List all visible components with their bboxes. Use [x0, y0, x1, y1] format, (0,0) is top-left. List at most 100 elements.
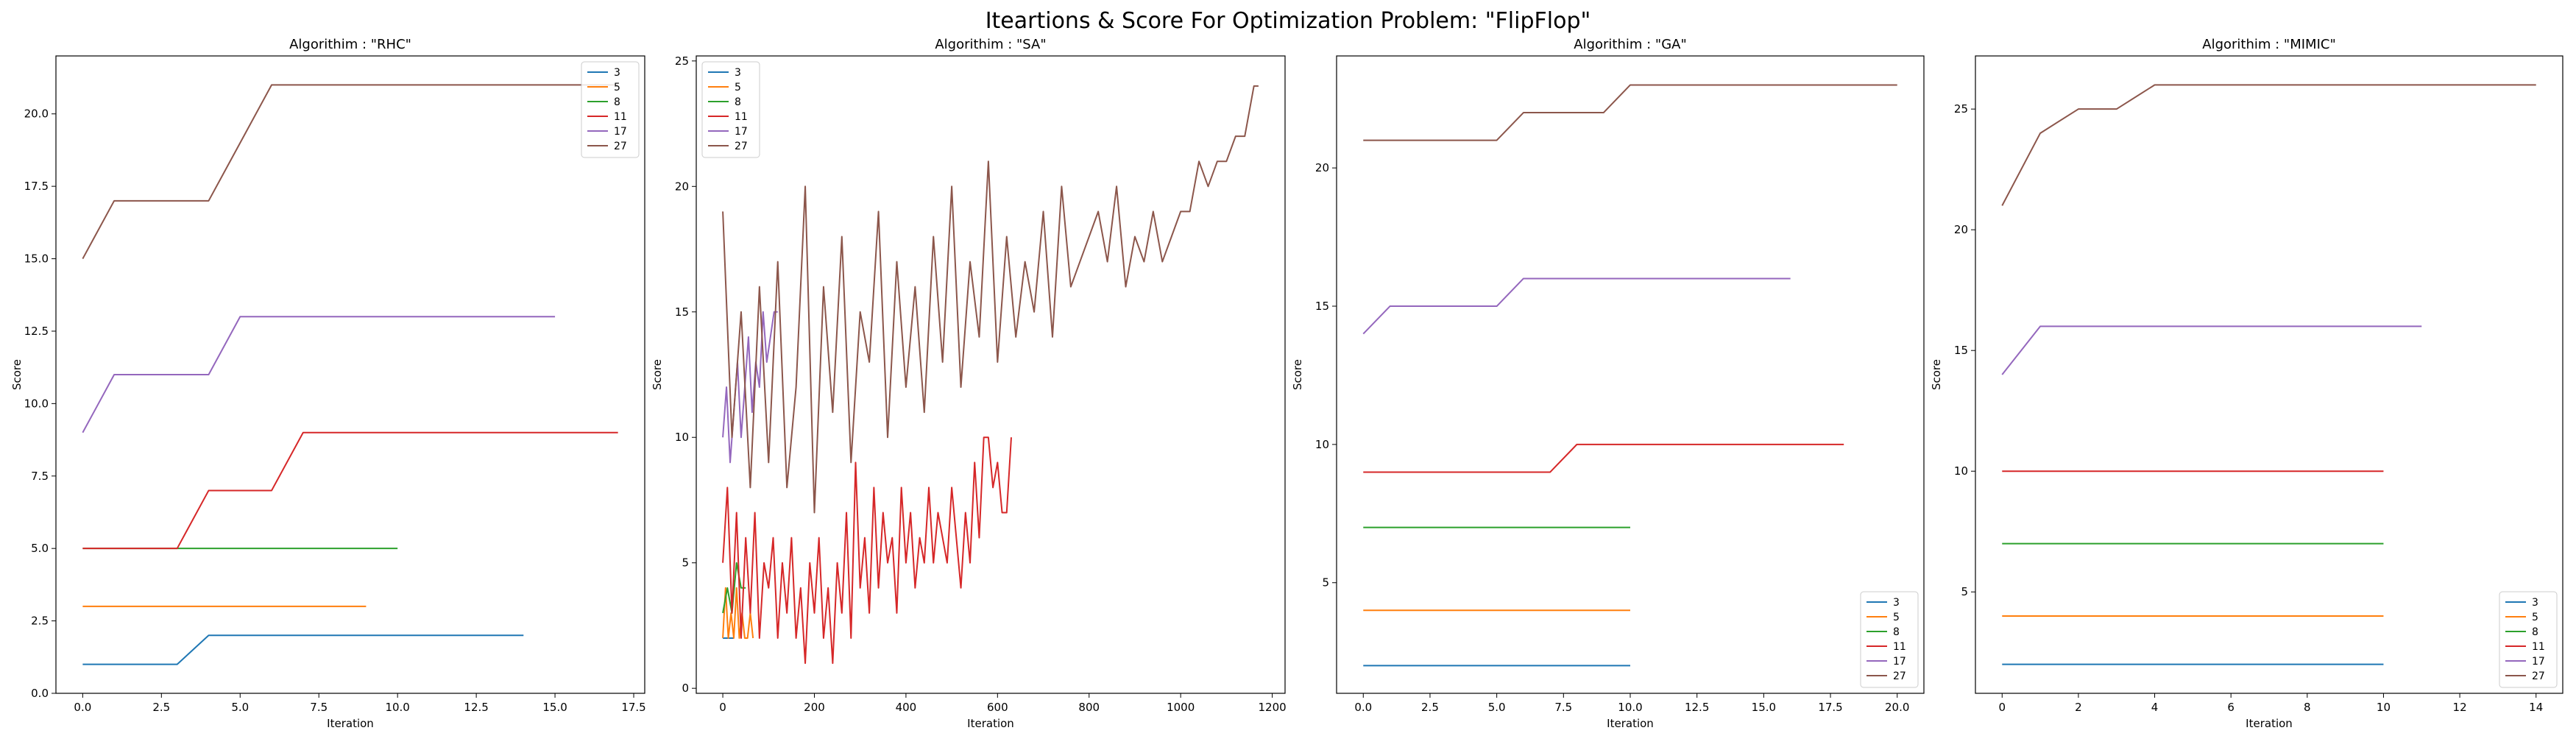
x-tick-label: 0 [1998, 701, 2006, 714]
y-tick-label: 0.0 [31, 687, 49, 700]
legend: 3 5 8 11 17 27 [2499, 591, 2558, 688]
y-tick-label: 12.5 [24, 325, 49, 338]
y-tick-label: 25 [675, 54, 689, 68]
axes-frame [696, 55, 1286, 694]
series-line-11 [82, 431, 618, 550]
x-tick-label: 15.0 [542, 701, 567, 714]
series-line-11 [1363, 443, 1844, 473]
legend-label-8: 8 [614, 96, 620, 108]
x-tick-label: 12 [2453, 701, 2467, 714]
subplots: Algorithim : "RHC" 0.0 2.5 5.0 7.5 10.0 12.5 15… [10, 37, 2563, 730]
y-tick-label: 20 [675, 180, 689, 193]
y-tick-label: 15 [1954, 344, 1968, 357]
series-line-8 [722, 562, 746, 614]
series-line-27 [1363, 84, 1897, 141]
legend-label-27: 27 [614, 141, 627, 152]
x-axis-label: Iteration [327, 717, 374, 730]
series-line-27 [82, 84, 618, 260]
legend-label-5: 5 [735, 82, 741, 93]
y-tick-label: 15 [1315, 300, 1329, 313]
x-tick-label: 600 [987, 701, 1008, 714]
series-group [722, 85, 1259, 665]
subplot-title: Algorithim : "MIMIC" [2202, 37, 2335, 52]
legend: 3 5 8 11 17 27 [701, 61, 760, 158]
legend-label-3: 3 [2532, 597, 2538, 609]
x-tick-label: 10.0 [385, 701, 409, 714]
x-tick-label: 2.5 [152, 701, 170, 714]
series-group [82, 84, 618, 665]
legend-label-11: 11 [614, 111, 627, 123]
y-axis-label: Score [1930, 359, 1943, 390]
y-tick-label: 5 [1961, 585, 1968, 598]
x-tick-label: 12.5 [464, 701, 488, 714]
x-tick-label: 15.0 [1752, 701, 1776, 714]
axes-frame [55, 55, 645, 694]
y-tick-label: 5 [1322, 576, 1329, 590]
y-tick-label: 15.0 [24, 252, 49, 266]
x-tick-label: 1000 [1167, 701, 1195, 714]
x-tick-label: 5.0 [1488, 701, 1506, 714]
x-tick-label: 17.5 [621, 701, 645, 714]
legend-label-8: 8 [735, 96, 741, 108]
x-tick-label: 2.5 [1421, 701, 1439, 714]
subplot-title: Algorithim : "SA" [935, 37, 1046, 52]
legend-label-3: 3 [735, 67, 741, 79]
series-line-5 [722, 587, 754, 639]
series-line-27 [2001, 84, 2536, 206]
y-tick-label: 2.5 [31, 615, 49, 628]
legend-box [1860, 591, 1919, 688]
legend-label-17: 17 [2532, 656, 2545, 668]
y-axis-label: Score [10, 359, 24, 390]
x-tick-label: 14 [2529, 701, 2543, 714]
x-tick-label: 8 [2304, 701, 2311, 714]
legend: 3 5 8 11 17 27 [581, 61, 640, 158]
x-tick-label: 17.5 [1818, 701, 1842, 714]
y-axis-label: Score [1291, 359, 1304, 390]
y-axis-label: Score [651, 359, 664, 390]
legend-label-17: 17 [735, 126, 748, 138]
subplot-title: Algorithim : "RHC" [289, 37, 411, 52]
legend-label-11: 11 [2532, 641, 2545, 653]
series-line-11 [722, 436, 1012, 665]
legend-label-3: 3 [1893, 597, 1900, 609]
legend-box [581, 61, 640, 158]
subplot-title: Algorithim : "GA" [1574, 37, 1686, 52]
x-tick-label: 0.0 [1354, 701, 1372, 714]
x-tick-label: 4 [2151, 701, 2159, 714]
y-tick-label: 10.0 [24, 397, 49, 410]
legend-label-11: 11 [735, 111, 748, 123]
y-tick-label: 5 [682, 556, 689, 570]
legend-label-8: 8 [1893, 626, 1900, 638]
x-axis-label: Iteration [1607, 717, 1654, 730]
legend-label-27: 27 [2532, 670, 2545, 682]
legend-label-5: 5 [614, 82, 620, 93]
series-line-17 [2001, 325, 2422, 375]
subplot-4: Algorithim : "MIMIC" 0 2 4 6 8 10 12 14 5 10 15 20 25… [1930, 37, 2563, 730]
legend-box [701, 61, 760, 158]
x-tick-label: 20.0 [1885, 701, 1909, 714]
y-tick-label: 10 [675, 431, 689, 444]
x-tick-label: 12.5 [1685, 701, 1709, 714]
x-tick-label: 400 [896, 701, 917, 714]
subplot-3: Algorithim : "GA" 0.0 2.5 5.0 7.5 10.0 12.5 15.… [1291, 37, 1925, 730]
legend-label-3: 3 [614, 67, 620, 79]
series-line-17 [1362, 277, 1791, 335]
x-tick-label: 2 [2075, 701, 2082, 714]
legend-label-27: 27 [735, 141, 748, 152]
axes-frame [1975, 55, 2563, 694]
legend-label-5: 5 [2532, 612, 2538, 623]
x-tick-label: 0.0 [74, 701, 91, 714]
y-tick-label: 20.0 [24, 107, 49, 121]
series-line-27 [722, 85, 1259, 514]
y-tick-label: 7.5 [31, 470, 49, 483]
y-tick-label: 17.5 [24, 180, 49, 193]
series-group [2001, 84, 2536, 665]
legend-label-8: 8 [2532, 626, 2538, 638]
x-tick-label: 7.5 [310, 701, 328, 714]
y-tick-label: 15 [675, 305, 689, 319]
subplot-2: Algorithim : "SA" 0 200 400 600 800 1000 1200 0 5… [651, 37, 1287, 730]
y-tick-label: 20 [1315, 161, 1329, 174]
figure-title: Iteartions & Score For Optimization Prob… [986, 8, 1591, 34]
